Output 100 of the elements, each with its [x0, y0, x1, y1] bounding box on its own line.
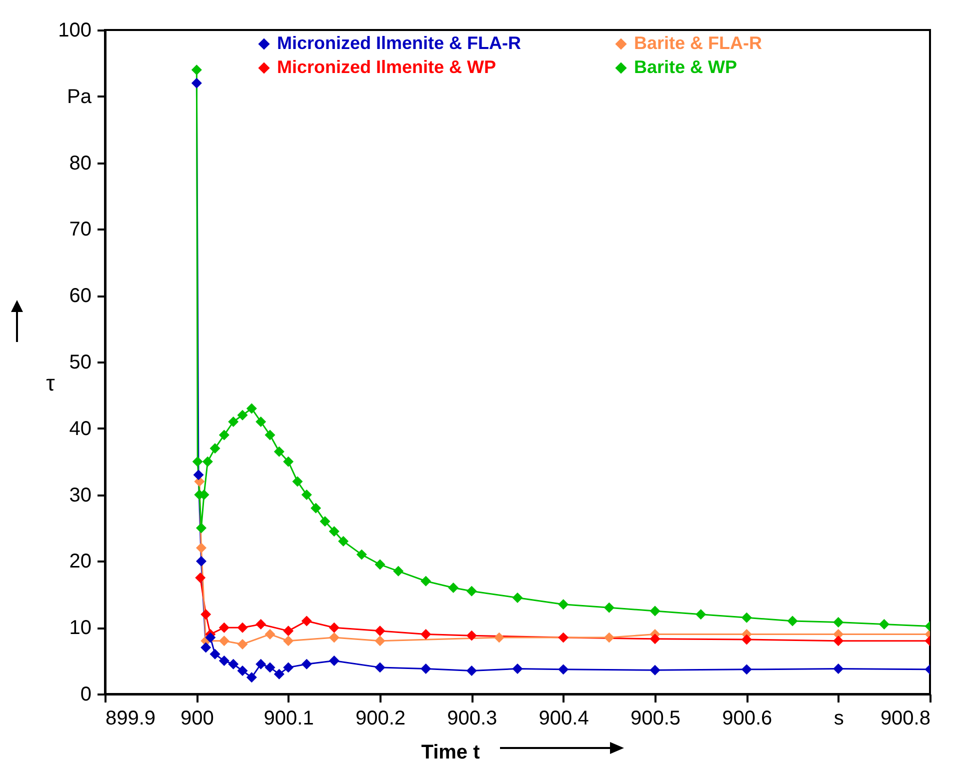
- point: [741, 664, 752, 675]
- point: [320, 516, 330, 527]
- point: [196, 556, 206, 566]
- point: [328, 632, 340, 643]
- point: [878, 619, 890, 630]
- y-axis-title: τ: [46, 370, 56, 396]
- point: [264, 662, 276, 673]
- point: [237, 622, 248, 633]
- point: [558, 632, 569, 643]
- point: [301, 616, 312, 626]
- y-tick-label: 10: [69, 617, 92, 640]
- legend-label: Micronized Ilmenite & WP: [277, 57, 496, 77]
- x-tick-label: 900.6: [722, 708, 772, 730]
- point: [192, 456, 203, 467]
- point: [191, 78, 202, 88]
- point: [787, 616, 798, 626]
- x-axis-title: Time t: [421, 742, 480, 764]
- point: [256, 658, 266, 670]
- point: [448, 582, 459, 594]
- point: [466, 666, 477, 676]
- point: [218, 430, 230, 440]
- point: [512, 664, 523, 674]
- point: [494, 632, 504, 643]
- point: [650, 664, 660, 676]
- point: [374, 559, 386, 570]
- point: [292, 476, 303, 487]
- point: [191, 64, 202, 76]
- point: [420, 628, 432, 640]
- point: [256, 416, 266, 428]
- point: [283, 662, 294, 673]
- point: [274, 668, 284, 680]
- point: [604, 602, 614, 613]
- point: [283, 636, 294, 646]
- point: [393, 566, 404, 576]
- x-tick-label: 900.3: [447, 708, 498, 730]
- point: [237, 666, 248, 676]
- point: [466, 630, 477, 641]
- point: [246, 403, 257, 414]
- y-tick-label: 40: [69, 418, 92, 440]
- point: [374, 662, 386, 673]
- point: [196, 542, 206, 554]
- point: [228, 658, 239, 670]
- legend-label: Micronized Ilmenite & FLA-R: [277, 33, 522, 53]
- point: [696, 609, 706, 620]
- point: [558, 599, 569, 610]
- point: [741, 634, 752, 645]
- legend-label: Barite & WP: [634, 57, 738, 77]
- y-tick-label: 20: [69, 550, 92, 573]
- legend-label: Barite & FLA-R: [634, 33, 762, 53]
- point: [228, 416, 239, 428]
- point: [195, 572, 206, 584]
- point: [283, 456, 294, 467]
- point: [310, 502, 322, 514]
- point: [210, 443, 220, 454]
- y-tick-label: 0: [80, 684, 92, 706]
- point: [558, 664, 569, 675]
- x-tick-label: 899.9: [106, 708, 156, 730]
- point: [256, 619, 266, 630]
- point: [338, 536, 349, 547]
- y-tick-label: 100: [58, 20, 92, 42]
- point: [356, 549, 367, 560]
- point: [741, 612, 752, 623]
- point: [374, 626, 386, 636]
- point: [301, 658, 312, 670]
- point: [650, 634, 660, 644]
- point: [193, 470, 204, 480]
- point: [512, 592, 523, 603]
- point: [833, 636, 844, 646]
- x-tick-label: 900.8: [880, 708, 930, 730]
- point: [328, 622, 340, 633]
- point: [328, 526, 340, 537]
- point: [466, 586, 477, 596]
- point: [833, 664, 844, 674]
- y-tick-label: 50: [69, 352, 92, 374]
- point: [196, 522, 206, 534]
- point: [218, 622, 230, 633]
- point: [200, 642, 212, 653]
- point: [264, 628, 276, 640]
- point: [246, 672, 257, 683]
- point: [420, 576, 432, 586]
- point: [237, 638, 248, 650]
- point: [328, 656, 340, 666]
- x-tick-label: 900.5: [630, 708, 681, 730]
- point: [264, 430, 276, 440]
- x-tick-label: 900: [180, 708, 214, 730]
- point: [283, 626, 294, 636]
- point: [274, 446, 284, 457]
- x-tick-label: s: [834, 708, 844, 730]
- y-tick-label: 80: [69, 152, 92, 174]
- point: [210, 648, 220, 660]
- y-tick-label: 30: [69, 484, 92, 506]
- point: [301, 490, 312, 500]
- y-tick-label: Pa: [67, 86, 92, 108]
- point: [420, 664, 432, 674]
- point: [604, 632, 614, 643]
- point: [650, 606, 660, 616]
- point: [218, 656, 230, 666]
- point: [205, 632, 216, 643]
- point: [237, 410, 248, 420]
- point: [374, 636, 386, 646]
